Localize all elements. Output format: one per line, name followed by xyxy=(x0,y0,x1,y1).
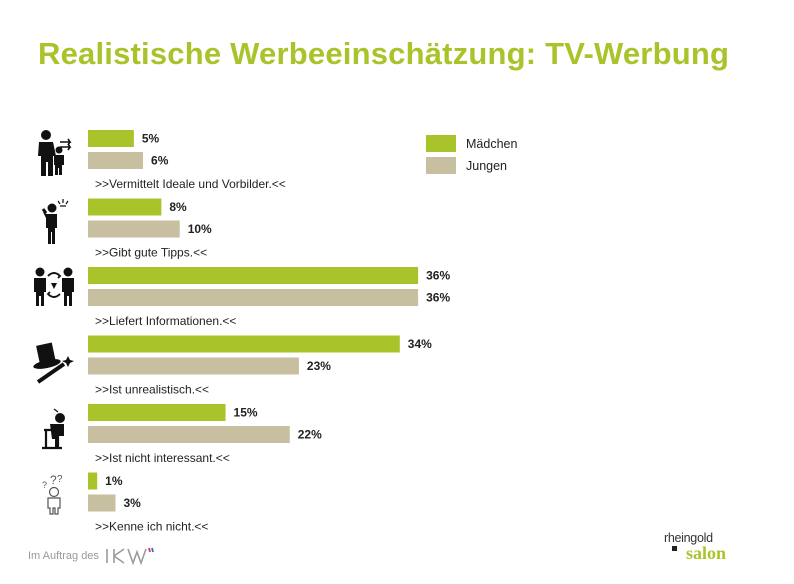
bar-jungen-5 xyxy=(88,494,116,512)
value-label-jungen-3: 23% xyxy=(307,359,331,373)
value-label-maedchen-5: 1% xyxy=(105,474,123,488)
value-label-jungen-1: 10% xyxy=(188,222,212,236)
bar-jungen-3 xyxy=(88,357,299,375)
confused-person-icon: ? ? ? xyxy=(42,473,63,515)
value-label-jungen-5: 3% xyxy=(124,496,142,510)
bored-person-icon xyxy=(42,408,65,450)
bar-jungen-4 xyxy=(88,426,290,443)
value-label-maedchen-2: 36% xyxy=(426,269,450,283)
legend-label-maedchen: Mädchen xyxy=(466,137,517,151)
parent-child-icon xyxy=(38,130,72,176)
ikw-logo xyxy=(106,547,154,566)
legend-label-jungen: Jungen xyxy=(466,159,507,173)
bar-maedchen-3 xyxy=(88,335,400,353)
brand-dot xyxy=(672,546,677,551)
svg-text:?: ? xyxy=(42,480,47,490)
bar-jungen-2 xyxy=(88,289,419,306)
rheingold-salon-logo: rheingold salon xyxy=(664,531,726,564)
bar-maedchen-2 xyxy=(88,267,419,284)
bar-maedchen-5 xyxy=(88,472,98,490)
idea-person-icon xyxy=(41,199,69,244)
value-label-jungen-4: 22% xyxy=(298,428,322,442)
category-label-1: >>Gibt gute Tipps.<< xyxy=(95,246,207,260)
category-label-5: >>Kenne ich nicht.<< xyxy=(95,520,208,534)
bar-maedchen-0 xyxy=(88,130,134,147)
value-label-maedchen-0: 5% xyxy=(142,132,160,146)
category-label-4: >>Ist nicht interessant.<< xyxy=(95,451,230,465)
brand-top-text: rheingold xyxy=(664,531,713,545)
exchange-people-icon xyxy=(34,267,74,306)
bar-jungen-1 xyxy=(88,220,180,238)
value-label-maedchen-1: 8% xyxy=(169,200,187,214)
page-title: Realistische Werbeeinschätzung: TV-Werbu… xyxy=(38,36,730,71)
footer-text: Im Auftrag des xyxy=(28,550,99,562)
brand-bottom-text: salon xyxy=(686,543,727,563)
value-label-maedchen-4: 15% xyxy=(234,406,258,420)
value-label-jungen-0: 6% xyxy=(151,154,169,168)
svg-text:?: ? xyxy=(57,474,63,485)
category-label-2: >>Liefert Informationen.<< xyxy=(95,314,236,328)
category-label-0: >>Vermittelt Ideale und Vorbilder.<< xyxy=(95,177,286,191)
svg-text:?: ? xyxy=(50,473,57,487)
legend-swatch-jungen xyxy=(426,157,456,174)
value-label-maedchen-3: 34% xyxy=(408,337,432,351)
magic-hat-icon xyxy=(33,342,74,384)
value-label-jungen-2: 36% xyxy=(426,291,450,305)
legend-swatch-maedchen xyxy=(426,135,456,152)
bar-maedchen-1 xyxy=(88,198,162,216)
category-label-3: >>Ist unrealistisch.<< xyxy=(95,383,209,397)
bar-maedchen-4 xyxy=(88,404,226,421)
bar-jungen-0 xyxy=(88,152,144,169)
